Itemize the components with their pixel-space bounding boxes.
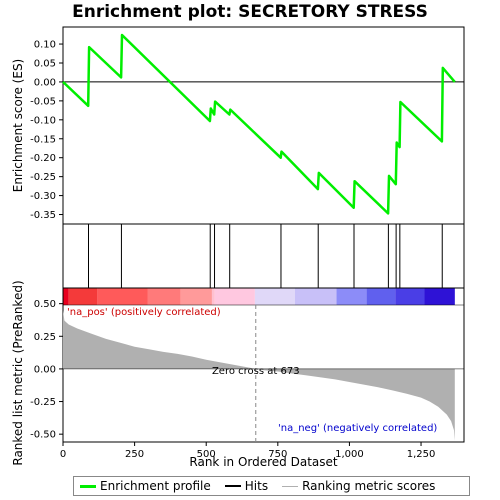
es-ytick-label: 0.05 [34, 58, 56, 69]
metric-ylabel: Ranked list metric (PreRanked) [11, 280, 25, 465]
legend-ranking-label: Ranking metric scores [302, 479, 436, 493]
hits-panel [62, 223, 465, 289]
es-ytick-label: -0.35 [30, 210, 56, 221]
neg-label: 'na_neg' (negatively correlated) [278, 423, 437, 434]
es-ytick-label: 0.00 [34, 77, 56, 88]
es-ytick-label: -0.25 [30, 172, 56, 183]
rank-colorbar [62, 287, 465, 306]
es-ytick-label: -0.05 [30, 96, 56, 107]
chart-title: Enrichment plot: SECRETORY STRESS [72, 2, 428, 22]
colorbar-segment [211, 288, 215, 305]
colorbar-segment [366, 288, 396, 305]
es-ytick-label: -0.20 [30, 153, 56, 164]
colorbar-segment [395, 288, 425, 305]
colorbar-segment [254, 288, 296, 305]
metric-ytick-label: 0.25 [34, 332, 56, 343]
es-ytick-label: -0.10 [30, 115, 56, 126]
pos-label: 'na_pos' (positively correlated) [67, 307, 221, 318]
es-panel: 0.10 0.05 0.00 -0.05 -0.10 -0.15 -0.20 -0.25 -0.… [11, 26, 465, 225]
xtick-label: 500 [197, 449, 216, 460]
es-curve [62, 33, 456, 215]
legend: Enrichment profile Hits Ranking metric s… [73, 476, 470, 496]
metric-panel: Zero cross at 673 'na_pos' (positively co… [11, 280, 465, 469]
metric-ytick-label: 0.00 [34, 364, 56, 375]
legend-enrichment-label: Enrichment profile [100, 479, 211, 493]
es-frame [62, 26, 465, 225]
legend-ranking-swatch [282, 485, 299, 487]
es-ylabel: Enrichment score (ES) [11, 59, 25, 192]
xtick-label: 1,000 [335, 449, 364, 460]
legend-hits-swatch [224, 485, 241, 487]
metric-ytick-label: -0.50 [30, 430, 56, 441]
legend-ranking: Ranking metric scores [282, 479, 435, 493]
colorbar-segment [63, 288, 69, 305]
es-ytick-label: -0.30 [30, 191, 56, 202]
legend-hits: Hits [224, 479, 269, 493]
legend-enrichment-swatch [80, 484, 96, 488]
es-ytick-label: 0.10 [34, 40, 56, 51]
legend-hits-label: Hits [244, 479, 269, 493]
colorbar-segment [295, 288, 337, 305]
colorbar-segment [336, 288, 367, 305]
xtick-label: 0 [60, 449, 66, 460]
xtick-label: 250 [125, 449, 144, 460]
colorbar-segment [97, 288, 148, 305]
metric-ytick-label: 0.50 [34, 299, 56, 310]
xtick-label: 750 [268, 449, 287, 460]
colorbar-segment [214, 288, 255, 305]
xtick-label: 1,250 [407, 449, 436, 460]
colorbar-segment [68, 288, 98, 305]
metric-ytick-label: -0.25 [30, 397, 56, 408]
x-axis-label: Rank in Ordered Dataset [189, 455, 337, 469]
colorbar-segment [180, 288, 212, 305]
zero-cross-label: Zero cross at 673 [212, 366, 300, 377]
legend-enrichment: Enrichment profile [80, 479, 211, 493]
metric-area [63, 310, 455, 441]
colorbar-segment [147, 288, 181, 305]
colorbar-segment [424, 288, 455, 305]
es-ytick-label: -0.15 [30, 134, 56, 145]
hits-frame [62, 223, 465, 289]
